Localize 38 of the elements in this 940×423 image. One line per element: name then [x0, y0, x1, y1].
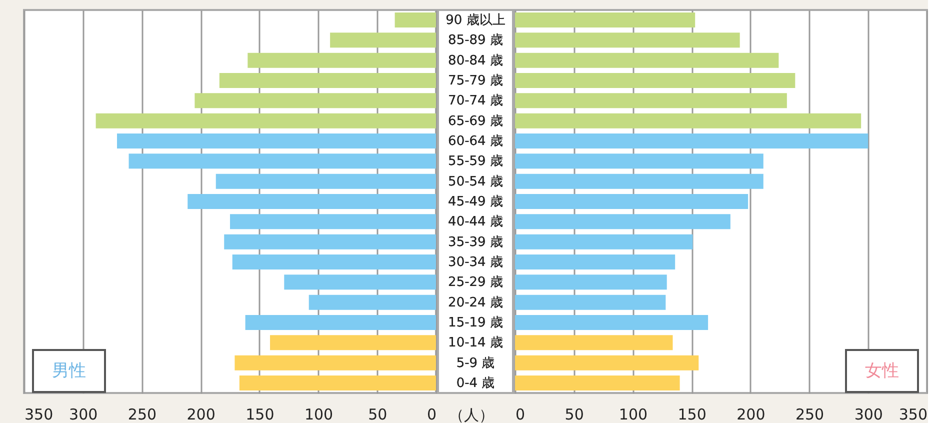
- y-tick-label: 90 歳以上: [446, 13, 506, 28]
- x-tick-label: 0: [426, 406, 436, 423]
- y-tick-label: 45-49 歳: [448, 194, 503, 210]
- y-tick-label: 40-44 歳: [448, 214, 503, 230]
- x-tick-label: 350: [898, 406, 928, 423]
- y-tick-label: 65-69 歳: [448, 114, 503, 129]
- x-tick-label: 100: [618, 406, 648, 423]
- y-tick-label: 0-4 歳: [456, 376, 495, 391]
- y-tick-label: 80-84 歳: [448, 53, 503, 68]
- y-tick-label: 70-74 歳: [448, 94, 503, 109]
- x-tick-label: 200: [736, 406, 766, 423]
- text: 男性: [52, 361, 86, 381]
- text: 女性: [865, 361, 899, 381]
- y-tick-label: 5-9 歳: [456, 356, 495, 371]
- y-tick-label: 35-39 歳: [448, 234, 503, 250]
- x-tick-label: 100: [304, 406, 334, 423]
- y-tick-label: 10-14 歳: [448, 336, 503, 351]
- x-tick-label: 250: [795, 406, 824, 423]
- x-tick-label: 150: [246, 406, 274, 423]
- y-tick-label: 85-89 歳: [448, 33, 503, 48]
- y-tick-label: 25-29 歳: [448, 275, 503, 290]
- x-tick-label: 250: [128, 406, 157, 423]
- x-tick-label: 50: [564, 406, 584, 423]
- y-tick-label: 50-54 歳: [448, 174, 503, 190]
- y-tick-label: 75-79 歳: [448, 74, 503, 89]
- y-tick-label: 20-24 歳: [448, 295, 503, 310]
- x-tick-label: 0: [516, 406, 526, 423]
- x-tick-label: 50: [368, 406, 388, 423]
- y-tick-label: 55-59 歳: [448, 154, 503, 170]
- x-tick-label: 150: [678, 406, 706, 423]
- x-tick-label: 300: [854, 406, 883, 423]
- x-axis-title: （人）: [449, 406, 494, 423]
- x-tick-label: 350: [24, 406, 54, 423]
- x-tick-label: 300: [69, 406, 98, 423]
- y-tick-label: 60-64 歳: [448, 134, 503, 150]
- y-tick-label: 15-19 歳: [448, 315, 503, 330]
- y-tick-label: 30-34 歳: [448, 254, 503, 270]
- x-tick-label: 200: [186, 406, 216, 423]
